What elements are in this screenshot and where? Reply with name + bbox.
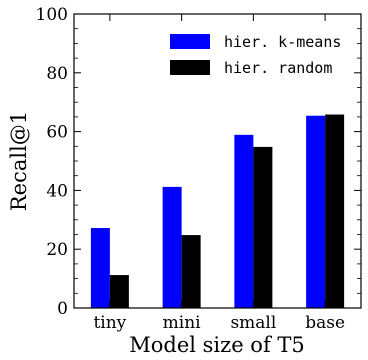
legend: hier. k-means hier. random: [170, 33, 341, 77]
legend-swatch-2: [170, 60, 210, 75]
legend-swatch-1: [170, 34, 210, 49]
legend-label-1: hier. k-means: [224, 33, 341, 51]
x-tick-label-mini: mini: [163, 313, 202, 333]
bar-mini-series-1: [162, 186, 182, 308]
bar-tiny-series-2: [109, 275, 129, 308]
bar-small-series-1: [234, 134, 254, 308]
legend-label-2: hier. random: [224, 59, 332, 77]
y-tick-label: 60: [46, 123, 68, 143]
x-tick-label-base: base: [305, 313, 345, 333]
y-tick-label: 20: [46, 240, 68, 260]
x-axis-title: Model size of T5: [129, 333, 305, 357]
bar-small-series-2: [253, 146, 273, 308]
y-tick-label: 100: [36, 5, 68, 25]
y-tick-label: 40: [46, 181, 68, 201]
bar-tiny-series-1: [90, 228, 110, 308]
bars-group: [90, 114, 345, 308]
x-tick-label-tiny: tiny: [93, 313, 126, 333]
x-tick-label-small: small: [230, 313, 276, 333]
y-tick-label: 80: [46, 64, 68, 84]
bar-base-series-2: [325, 114, 345, 308]
bar-base-series-1: [306, 115, 326, 308]
y-axis-title: Recall@1: [7, 111, 31, 211]
bar-mini-series-2: [181, 235, 201, 308]
y-tick-label: 0: [57, 299, 68, 319]
x-axis-ticks: tiny mini small base: [93, 14, 345, 333]
y-axis-ticks: 0 20 40 60 80 100: [36, 5, 361, 319]
